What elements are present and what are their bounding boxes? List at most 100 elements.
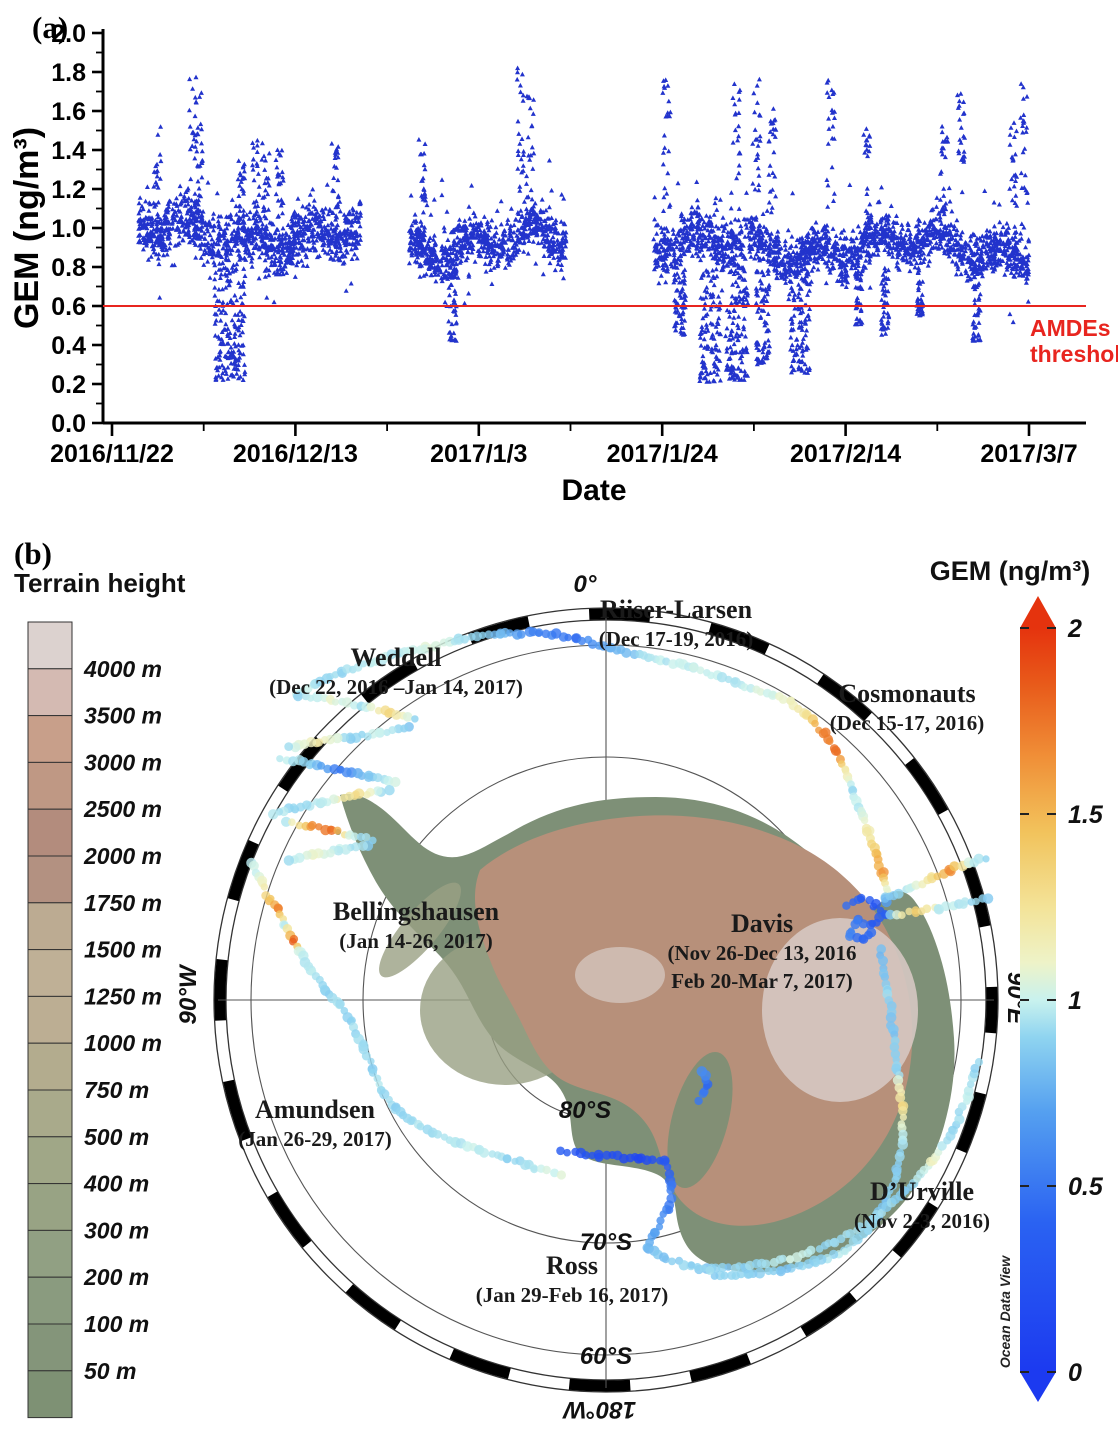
track-dot [411, 715, 419, 723]
station-dates: (Jan 14-26, 2017) [339, 929, 492, 953]
terrain-legend-block [27, 808, 73, 857]
track-dot [882, 1191, 891, 1200]
track-dot [556, 1146, 565, 1156]
track-dot [367, 1057, 375, 1065]
track-dot [768, 690, 778, 700]
track-dot [941, 901, 951, 912]
track-dot [882, 885, 891, 893]
station-dates: (Jan 26-29, 2017) [238, 1127, 391, 1151]
track-dot [724, 1263, 732, 1271]
track-dot [982, 893, 994, 904]
station-name: Weddell [350, 643, 441, 672]
station-dates: (Nov 26-Dec 13, 2016 [668, 941, 857, 965]
track-dot [848, 1237, 858, 1247]
track-dot [666, 1186, 675, 1195]
track-dot [959, 900, 968, 909]
track-dot [963, 1086, 974, 1096]
track-dot [850, 919, 861, 930]
y-tick-label: 2.0 [51, 20, 86, 48]
track-dot [974, 1058, 984, 1067]
x-tick-label: 2017/1/3 [430, 440, 527, 468]
track-dot [317, 797, 328, 807]
track-dot [972, 897, 980, 906]
terrain-legend-label: 400 m [83, 1171, 149, 1197]
track-dot [341, 697, 353, 708]
track-dot [841, 1247, 849, 1256]
track-dot [731, 677, 739, 685]
track-dot [699, 1264, 707, 1272]
track-dot [335, 999, 345, 1009]
track-dot [885, 1012, 897, 1023]
track-dot [860, 816, 869, 825]
track-dot [283, 855, 295, 866]
track-dot [530, 1165, 539, 1174]
terrain-legend-block [27, 668, 73, 717]
track-dot [696, 1066, 707, 1077]
track-dot [361, 1051, 371, 1061]
track-dot [366, 702, 376, 712]
station-dates: (Dec 17-19, 2016) [599, 627, 754, 651]
track-dot [761, 1259, 771, 1269]
terrain-legend-block [27, 1136, 73, 1185]
station-dates: (Dec 22, 2016 –Jan 14, 2017) [269, 675, 523, 699]
track-dot [384, 785, 395, 796]
gem-timeseries-panel: (a) 0.0 0.2 0.4 0.6 0.8 1.0 1.2 1.4 1.6 1.8 2.0 201… [8, 10, 1118, 507]
track-dot [905, 907, 913, 916]
y-tick-label: 1.4 [51, 137, 86, 165]
track-dot [340, 793, 349, 802]
track-dot [276, 755, 284, 763]
track-dot [587, 639, 598, 649]
y-tick-label: 0.6 [51, 293, 86, 321]
terrain-legend-label: 750 m [84, 1077, 149, 1103]
track-dot [350, 832, 359, 841]
colorbar-tick-label: 0.5 [1068, 1173, 1104, 1201]
track-dot [694, 1096, 703, 1106]
track-dot [363, 791, 371, 799]
track-dot [954, 1114, 965, 1125]
station-name: Riiser-Larsen [600, 595, 753, 624]
track-dot [716, 672, 728, 683]
track-dot [707, 671, 715, 680]
terrain-legend-label: 1750 m [84, 890, 162, 916]
track-dot [390, 776, 401, 788]
panel-a-label: (a) [32, 10, 68, 45]
lat-label-80s: 80°S [559, 1097, 611, 1124]
track-dot [937, 1141, 947, 1151]
track-dot [891, 1063, 902, 1074]
track-dot [811, 1258, 821, 1268]
track-dot [503, 1154, 512, 1163]
terrain-legend-label: 2000 m [83, 843, 162, 869]
track-dot [633, 1154, 644, 1164]
track-dot [329, 794, 339, 804]
track-dot [391, 710, 402, 720]
terrain-legend-block [27, 715, 73, 763]
terrain-legend-label: 50 m [84, 1358, 136, 1384]
track-dot [830, 745, 841, 756]
terrain-legend-label: 1250 m [84, 983, 162, 1009]
station-dates: Feb 20-Mar 7, 2017) [671, 969, 853, 993]
track-dot [358, 841, 369, 851]
track-dot [359, 660, 367, 668]
terrain-legend-label: 3500 m [84, 703, 162, 729]
terrain-legend-block [27, 761, 73, 810]
track-dot [897, 911, 906, 919]
station-dates: (Dec 15-17, 2016) [830, 711, 985, 735]
y-tick-label: 0.4 [51, 332, 86, 360]
track-dot [656, 1216, 665, 1225]
y-tick-label: 1.6 [51, 98, 86, 126]
track-dot [331, 698, 339, 706]
track-dot [898, 1185, 909, 1196]
station-dates: (Jan 29-Feb 16, 2017) [476, 1283, 669, 1307]
track-dot [891, 1164, 902, 1175]
station-name: Amundsen [255, 1095, 375, 1124]
track-dot [973, 853, 984, 864]
track-dot [806, 1245, 816, 1255]
y-tick-label: 1.0 [51, 215, 86, 243]
track-dot [284, 742, 294, 751]
track-dot [663, 1163, 672, 1171]
track-dot [856, 893, 866, 903]
track-dot [825, 737, 834, 746]
track-dot [678, 1260, 689, 1271]
track-dot [317, 761, 326, 770]
